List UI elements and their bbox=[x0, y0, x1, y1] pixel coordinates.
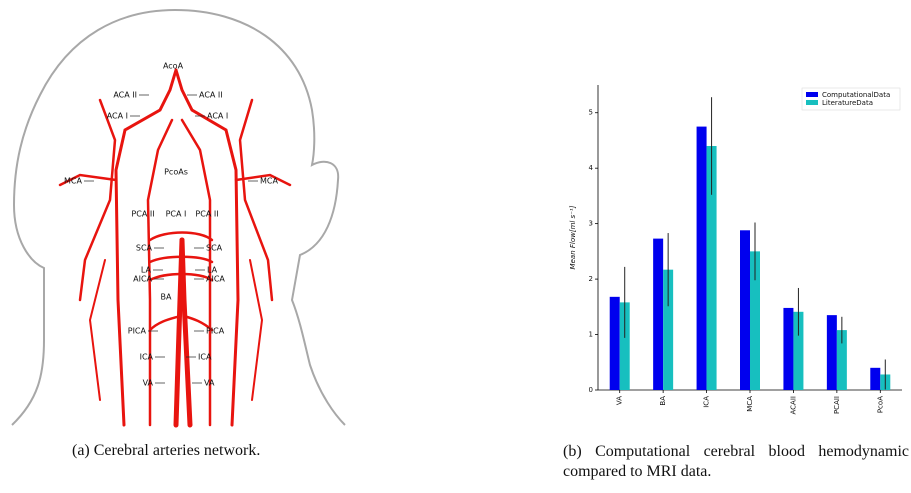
caption-a: (a) Cerebral arteries network. bbox=[72, 442, 260, 460]
artery-label: AcoA bbox=[163, 62, 184, 71]
artery-label: ACA I bbox=[107, 112, 128, 121]
legend-swatch bbox=[806, 92, 818, 97]
bar bbox=[783, 308, 793, 390]
bar bbox=[697, 127, 707, 390]
x-tick-label: ACAII bbox=[789, 396, 797, 414]
artery-label: PcoAs bbox=[164, 168, 188, 177]
legend-label: ComputationalData bbox=[822, 91, 890, 99]
bar bbox=[870, 368, 880, 390]
x-tick-label: ICA bbox=[703, 396, 711, 408]
x-tick-label: PcoA bbox=[876, 396, 884, 413]
artery-label: ACA II bbox=[113, 91, 137, 100]
artery-label: ICA bbox=[140, 353, 154, 362]
legend-swatch bbox=[806, 100, 818, 105]
y-tick-label: 5 bbox=[589, 109, 593, 117]
artery-label: MCA bbox=[260, 177, 278, 186]
x-tick-label: PCAII bbox=[833, 396, 841, 414]
arteries bbox=[60, 70, 290, 425]
artery-label: SCA bbox=[136, 244, 153, 253]
y-axis-label: Mean Flow[ml s⁻¹] bbox=[569, 205, 577, 269]
bar bbox=[653, 239, 663, 390]
artery-label: PICA bbox=[128, 327, 147, 336]
artery-label: ACA I bbox=[207, 112, 228, 121]
bar-chart: 0 1 2 3 4 5 Mean Flow[ml s⁻¹] VA BA ICA MCA ACAII PC… bbox=[541, 0, 911, 430]
bar bbox=[610, 297, 620, 390]
y-tick-label: 2 bbox=[589, 275, 593, 283]
x-tick-label: BA bbox=[659, 396, 667, 406]
y-tick-label: 3 bbox=[589, 220, 593, 228]
page: AcoA ACA II ACA II ACA I ACA I MCA MCA PcoAs PCA… bbox=[0, 0, 911, 493]
artery-label: BA bbox=[161, 293, 172, 302]
artery-label: PICA bbox=[206, 327, 225, 336]
artery-label: MCA bbox=[64, 177, 82, 186]
artery-label: VA bbox=[204, 379, 215, 388]
artery-label: LA bbox=[141, 266, 152, 275]
bar bbox=[827, 315, 837, 390]
arteries-diagram: AcoA ACA II ACA II ACA I ACA I MCA MCA PcoAs PCA… bbox=[0, 0, 350, 430]
bar bbox=[740, 230, 750, 390]
artery-label: PCA II bbox=[131, 210, 154, 219]
artery-label: AICA bbox=[133, 275, 152, 284]
artery-label: LA bbox=[207, 266, 218, 275]
x-tick-label: VA bbox=[616, 396, 624, 405]
artery-label: SCA bbox=[206, 244, 223, 253]
artery-label: ACA II bbox=[199, 91, 223, 100]
y-tick-label: 4 bbox=[589, 164, 594, 172]
x-tick-label: MCA bbox=[746, 396, 754, 412]
y-tick-label: 1 bbox=[589, 331, 593, 339]
artery-label: VA bbox=[143, 379, 154, 388]
y-tick-label: 0 bbox=[589, 386, 593, 394]
artery-label: ICA bbox=[198, 353, 212, 362]
caption-b: (b) Computational cerebral blood hemodyn… bbox=[563, 442, 909, 482]
artery-label: AICA bbox=[206, 275, 225, 284]
artery-label: PCA II bbox=[195, 210, 218, 219]
legend-label: LiteratureData bbox=[822, 99, 873, 107]
artery-label: PCA I bbox=[166, 210, 187, 219]
